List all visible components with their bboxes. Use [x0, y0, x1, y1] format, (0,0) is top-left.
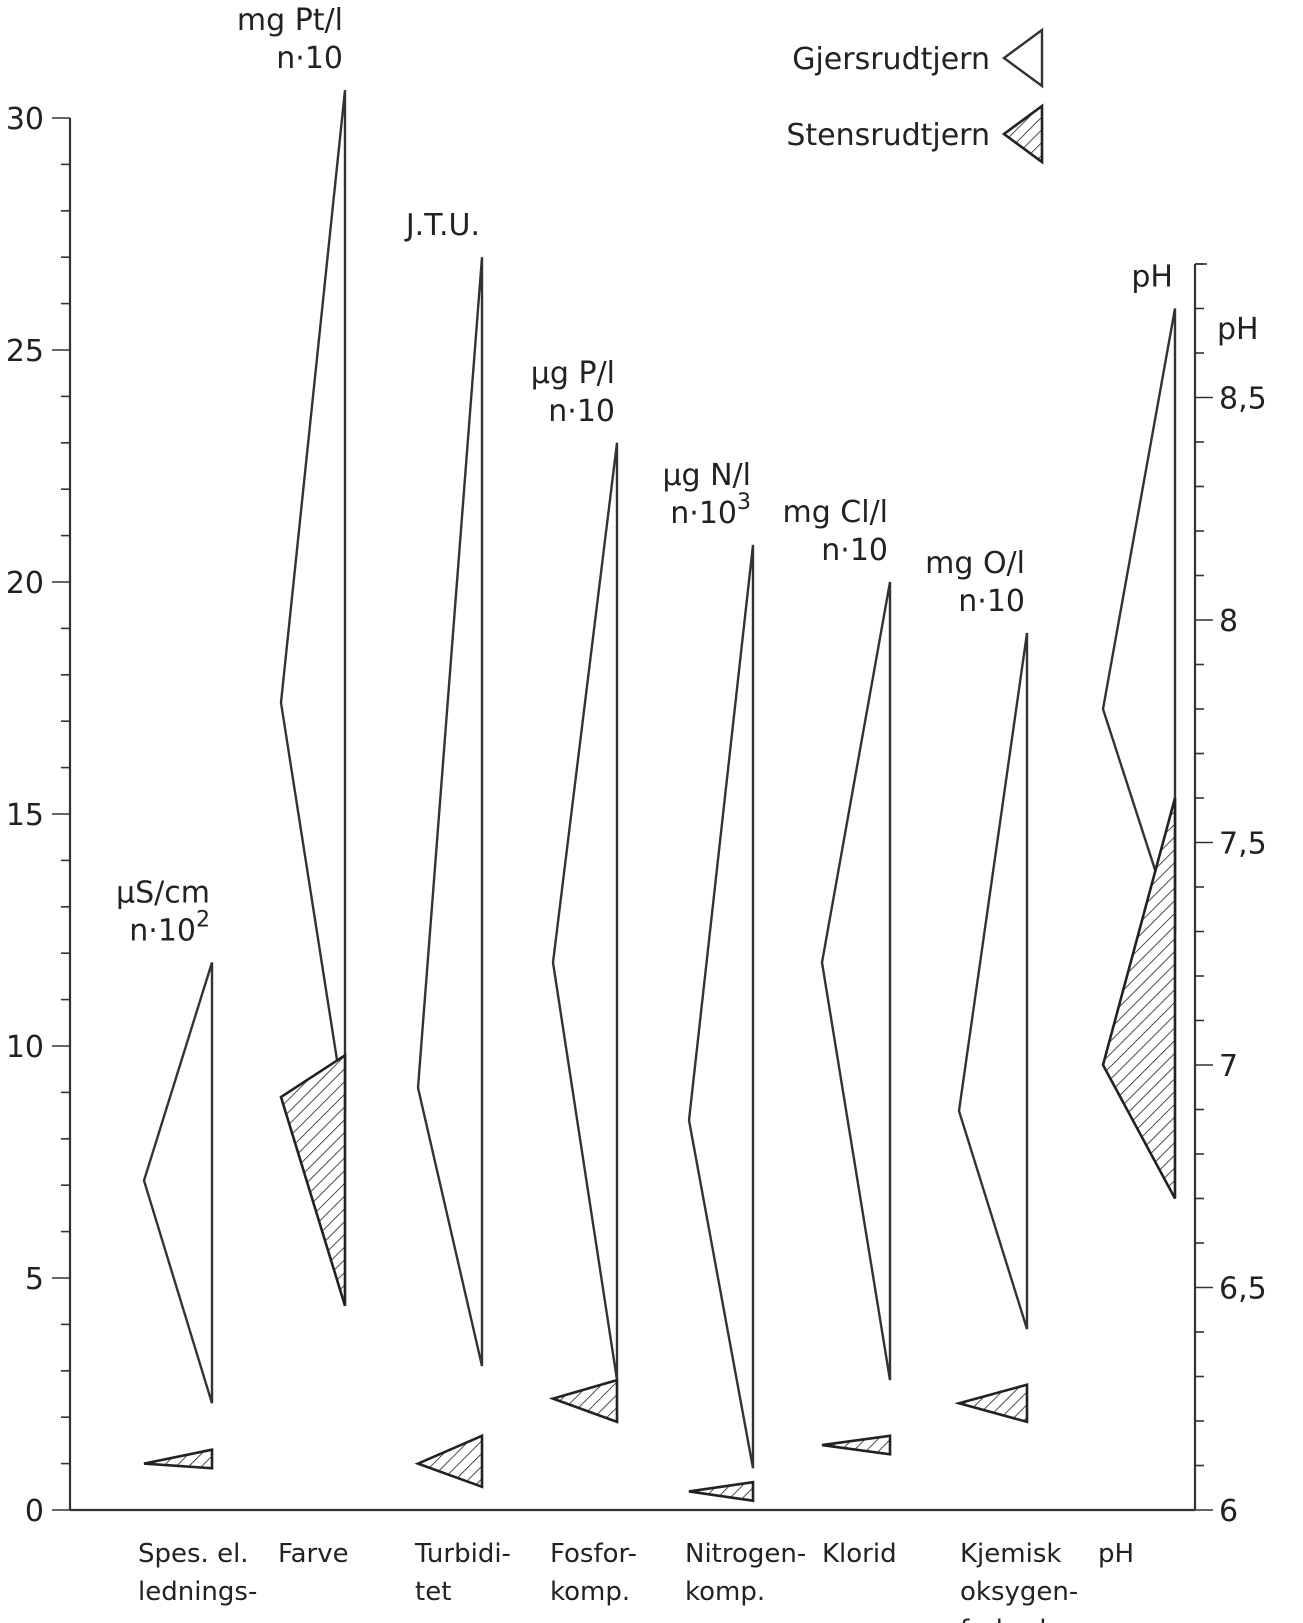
unit-label: mg O/l [925, 546, 1025, 581]
group-1: mg Pt/ln·10 Farve [237, 3, 349, 1569]
right-axis-tick-label: 7,5 [1219, 827, 1267, 862]
gjersrudtjern-range-triangle [551, 442, 619, 1381]
stensrudtjern-range-triangle [548, 1378, 619, 1424]
unit-label: n·10 [958, 584, 1025, 619]
unit-label: n·10 [276, 41, 343, 76]
unit-label: J.T.U. [404, 208, 480, 243]
gjersrudtjern-range-triangle [142, 962, 214, 1404]
right-axis-tick-label: 6,5 [1219, 1272, 1267, 1307]
left-axis-tick-label: 10 [6, 1030, 44, 1065]
unit-label: µS/cm [116, 875, 210, 910]
stensrudtjern-range-triangle [1101, 797, 1177, 1200]
group-2: J.T.U. Turbidi-tet [404, 208, 511, 1607]
right-axis-tick-label: 6 [1219, 1494, 1238, 1529]
left-axis-tick-label: 15 [6, 798, 44, 833]
category-label: Spes. el. [138, 1539, 249, 1569]
right-axis-tick-label: 8 [1219, 604, 1238, 639]
gjersrudtjern-range-triangle [820, 581, 892, 1381]
unit-label: n·103 [670, 490, 751, 531]
category-label: Klorid [822, 1539, 897, 1569]
group-0: µS/cmn·102 Spes. el. lednings-evne [116, 875, 257, 1623]
group-5: mg Cl/ln·10 Klorid [782, 495, 896, 1569]
group-4: µg N/ln·103 Nitrogen-komp. [662, 458, 806, 1607]
unit-label: mg Cl/l [782, 495, 888, 530]
unit-label: mg Pt/l [237, 3, 343, 38]
left-axis-tick-label: 30 [6, 102, 44, 137]
category-label: Turbidi- [414, 1539, 511, 1569]
gjersrudtjern-range-triangle [279, 90, 347, 1112]
left-axis-tick-label: 20 [6, 566, 44, 601]
category-label: oksygen- [960, 1577, 1078, 1607]
group-6: mg O/ln·10 Kjemisk oksygen-forbruk [925, 546, 1078, 1623]
legend-label: Stensrudtjern [786, 118, 990, 153]
category-label: komp. [685, 1577, 765, 1607]
legend-label: Gjersrudtjern [792, 42, 990, 77]
category-label: Fosfor- [550, 1539, 637, 1569]
unit-label: n·102 [129, 907, 210, 948]
right-axis-tick-label: 8,5 [1219, 382, 1267, 417]
stensrudtjern-range-triangle [821, 1434, 892, 1456]
stensrudtjern-range-triangle [414, 1433, 484, 1489]
stensrudtjern-range-triangle [688, 1480, 755, 1503]
gjersrudtjern-range-triangle [957, 632, 1029, 1330]
stensrudtjern-range-triangle [279, 1052, 347, 1307]
category-label: Nitrogen- [685, 1539, 806, 1569]
left-axis-tick-label: 5 [25, 1262, 44, 1297]
category-label: Farve [278, 1539, 349, 1569]
category-label: forbruk [960, 1615, 1054, 1623]
gjersrudtjern-range-triangle [1101, 308, 1177, 932]
unit-label: n·10 [548, 394, 615, 429]
category-label: pH [1098, 1539, 1134, 1569]
axes: 0 5 10 15 20 25 30 6 6,5 7 7,5 8 8,5 pH [6, 102, 1267, 1529]
right-axis-label: pH [1217, 312, 1259, 347]
legend: Gjersrudtjern Stensrudtjern [786, 27, 1044, 165]
legend-marker-open [1001, 27, 1044, 89]
group-7: pH pH [1098, 260, 1177, 1569]
category-label: lednings- [138, 1577, 257, 1607]
category-label: evne [138, 1615, 202, 1623]
category-label: tet [415, 1577, 451, 1607]
stensrudtjern-range-triangle [143, 1448, 214, 1470]
unit-label: n·10 [821, 533, 888, 568]
gjersrudtjern-range-triangle [687, 544, 755, 1469]
left-axis-tick-label: 0 [25, 1494, 44, 1529]
right-axis-tick-label: 7 [1219, 1049, 1238, 1084]
left-axis-tick-label: 25 [6, 334, 44, 369]
unit-label: µg P/l [531, 356, 615, 391]
stensrudtjern-range-triangle [954, 1383, 1029, 1424]
group-3: µg P/ln·10 Fosfor-komp. [531, 356, 637, 1607]
unit-label: pH [1131, 260, 1173, 295]
category-label: Kjemisk [960, 1539, 1061, 1569]
unit-label: µg N/l [662, 458, 751, 493]
category-label: komp. [550, 1577, 630, 1607]
gjersrudtjern-range-triangle [416, 257, 484, 1367]
legend-marker-hatched [1001, 103, 1044, 165]
